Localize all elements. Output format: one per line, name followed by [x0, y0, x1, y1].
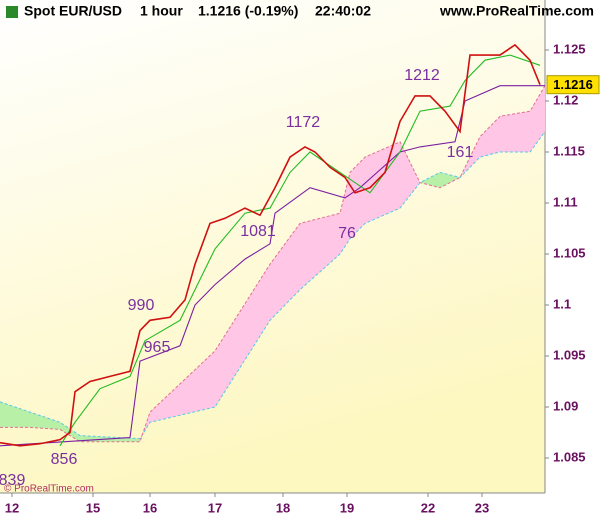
annotation: 856 — [51, 451, 78, 468]
annotation: 839 — [0, 472, 25, 489]
cloud-span — [0, 131, 546, 440]
instrument: Spot EUR/USD — [24, 3, 122, 19]
period: 1 hour — [140, 3, 183, 19]
logo — [6, 6, 18, 18]
y-tick-label: 1.105 — [553, 245, 586, 260]
annotation: 76 — [338, 225, 356, 242]
cloud-segment — [500, 111, 530, 152]
series-line — [0, 85, 545, 447]
x-tick-label: 23 — [475, 500, 489, 515]
cloud-segment — [215, 264, 270, 408]
copyright: © ProRealTime.com — [4, 484, 94, 495]
annotation: 990 — [128, 297, 155, 314]
site: www.ProRealTime.com — [439, 3, 594, 19]
x-tick-label: 12 — [5, 500, 19, 515]
x-tick-label: 16 — [143, 500, 157, 515]
cloud-segment — [350, 157, 365, 239]
cloud-segment — [400, 141, 420, 209]
cloud-segment — [270, 223, 300, 321]
cloud-segment — [150, 350, 215, 423]
price-label: 1.1216 — [553, 77, 593, 92]
cloud-segment — [30, 412, 60, 430]
y-tick-label: 1.12 — [553, 92, 578, 107]
annotation: 161 — [447, 144, 474, 161]
x-tick-label: 18 — [276, 500, 290, 515]
y-tick-label: 1.085 — [553, 449, 586, 464]
y-tick-label: 1.09 — [553, 398, 578, 413]
plot-background — [0, 0, 545, 493]
y-tick-label: 1.1 — [553, 296, 571, 311]
cloud-segment — [0, 401, 30, 428]
annotation: 1172 — [286, 114, 321, 131]
x-tick-label: 17 — [208, 500, 222, 515]
cloud-segment — [530, 85, 545, 152]
cloud-segment — [300, 213, 340, 290]
x-tick-label: 15 — [86, 500, 100, 515]
axis-panel — [0, 493, 600, 519]
time: 22:40:02 — [315, 3, 371, 19]
cloud-segment — [440, 172, 460, 188]
x-tick-label: 22 — [421, 500, 435, 515]
y-tick-label: 1.095 — [553, 347, 586, 362]
annotation: 1212 — [404, 67, 440, 84]
cloud-segment — [365, 141, 400, 224]
annotation: 1081 — [240, 223, 276, 240]
series-line — [59, 54, 541, 447]
y-tick-label: 1.125 — [553, 41, 586, 56]
price-box — [546, 75, 600, 95]
cloud-segment — [480, 116, 500, 158]
cloud-segment — [420, 172, 440, 188]
cloud-segment — [340, 172, 350, 255]
quote: 1.1216 (-0.19%) — [198, 3, 298, 19]
y-tick-label: 1.11 — [553, 194, 578, 209]
annotation: 965 — [144, 339, 171, 356]
y-tick-label: 1.115 — [553, 143, 585, 158]
x-tick-label: 19 — [340, 500, 354, 515]
series-line — [0, 43, 541, 447]
cloud-span — [0, 85, 546, 443]
